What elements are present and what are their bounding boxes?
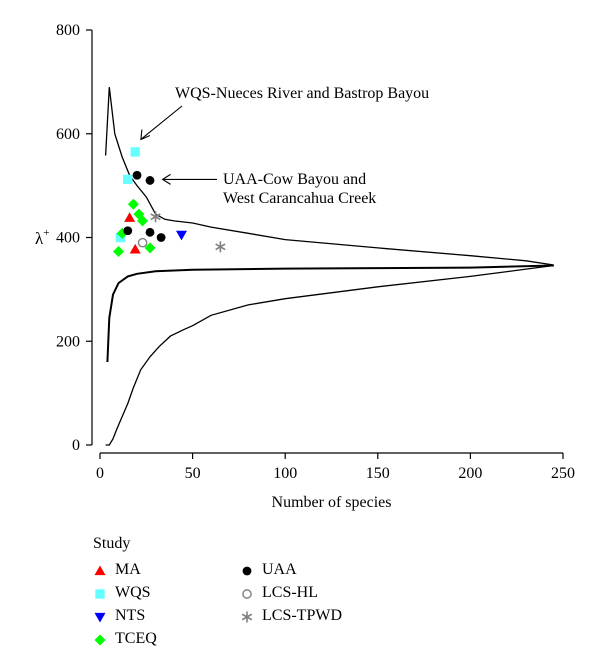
x-tick-label: 200 <box>458 465 482 482</box>
annotation-wqs-arrowhead <box>140 129 151 141</box>
point-lcs-tpwd <box>150 211 161 223</box>
y-tick-label: 200 <box>56 333 80 350</box>
point-tceq <box>127 198 139 210</box>
point-tceq <box>113 246 125 258</box>
annotation-uaa-arrowhead <box>161 173 171 185</box>
annotation-uaa-line2: West Carancahua Creek <box>223 190 376 207</box>
x-tick-label: 150 <box>366 465 390 482</box>
point-wqs <box>115 232 126 243</box>
point-uaa <box>132 170 142 180</box>
x-tick-label: 250 <box>551 465 575 482</box>
legend-marker-wqs <box>95 589 105 599</box>
point-ma <box>124 212 136 222</box>
y-tick-label: 800 <box>56 22 80 39</box>
curve-mean <box>106 264 554 363</box>
point-wqs <box>130 147 140 157</box>
point-tceq <box>137 215 149 227</box>
legend-marker-uaa <box>242 566 252 576</box>
point-uaa <box>145 227 155 237</box>
annotation-wqs: WQS-Nueces River and Bastrop Bayou <box>175 85 429 102</box>
y-axis-label: λ+ <box>35 227 49 248</box>
point-uaa <box>156 233 166 242</box>
legend-marker-tceq <box>94 634 106 646</box>
legend-marker-ma <box>94 565 106 576</box>
point-ma <box>129 243 141 254</box>
y-tick-label: 400 <box>56 230 80 247</box>
point-lcs-tpwd <box>215 241 226 253</box>
x-tick-label: 0 <box>96 465 104 482</box>
x-tick-label: 50 <box>185 465 201 482</box>
x-tick-label: 100 <box>273 465 297 482</box>
point-nts <box>175 230 187 241</box>
point-tceq <box>144 242 156 254</box>
point-uaa <box>123 226 133 236</box>
point-lcs-hl <box>137 237 148 248</box>
curve-upper-bound <box>104 87 554 266</box>
x-axis-label: Number of species <box>272 494 392 511</box>
curve-lower-bound <box>105 264 554 446</box>
legend-marker-lcs-tpwd <box>241 611 253 623</box>
legend-marker-lcs-hl <box>242 589 252 599</box>
point-wqs <box>123 174 133 185</box>
y-tick-label: 0 <box>72 437 80 454</box>
annotation-wqs-arrow <box>141 105 183 139</box>
annotation-uaa-line1: UAA-Cow Bayou and <box>223 171 366 188</box>
y-tick-label: 600 <box>56 126 80 143</box>
point-uaa <box>145 176 155 185</box>
legend-marker-nts <box>94 612 106 623</box>
